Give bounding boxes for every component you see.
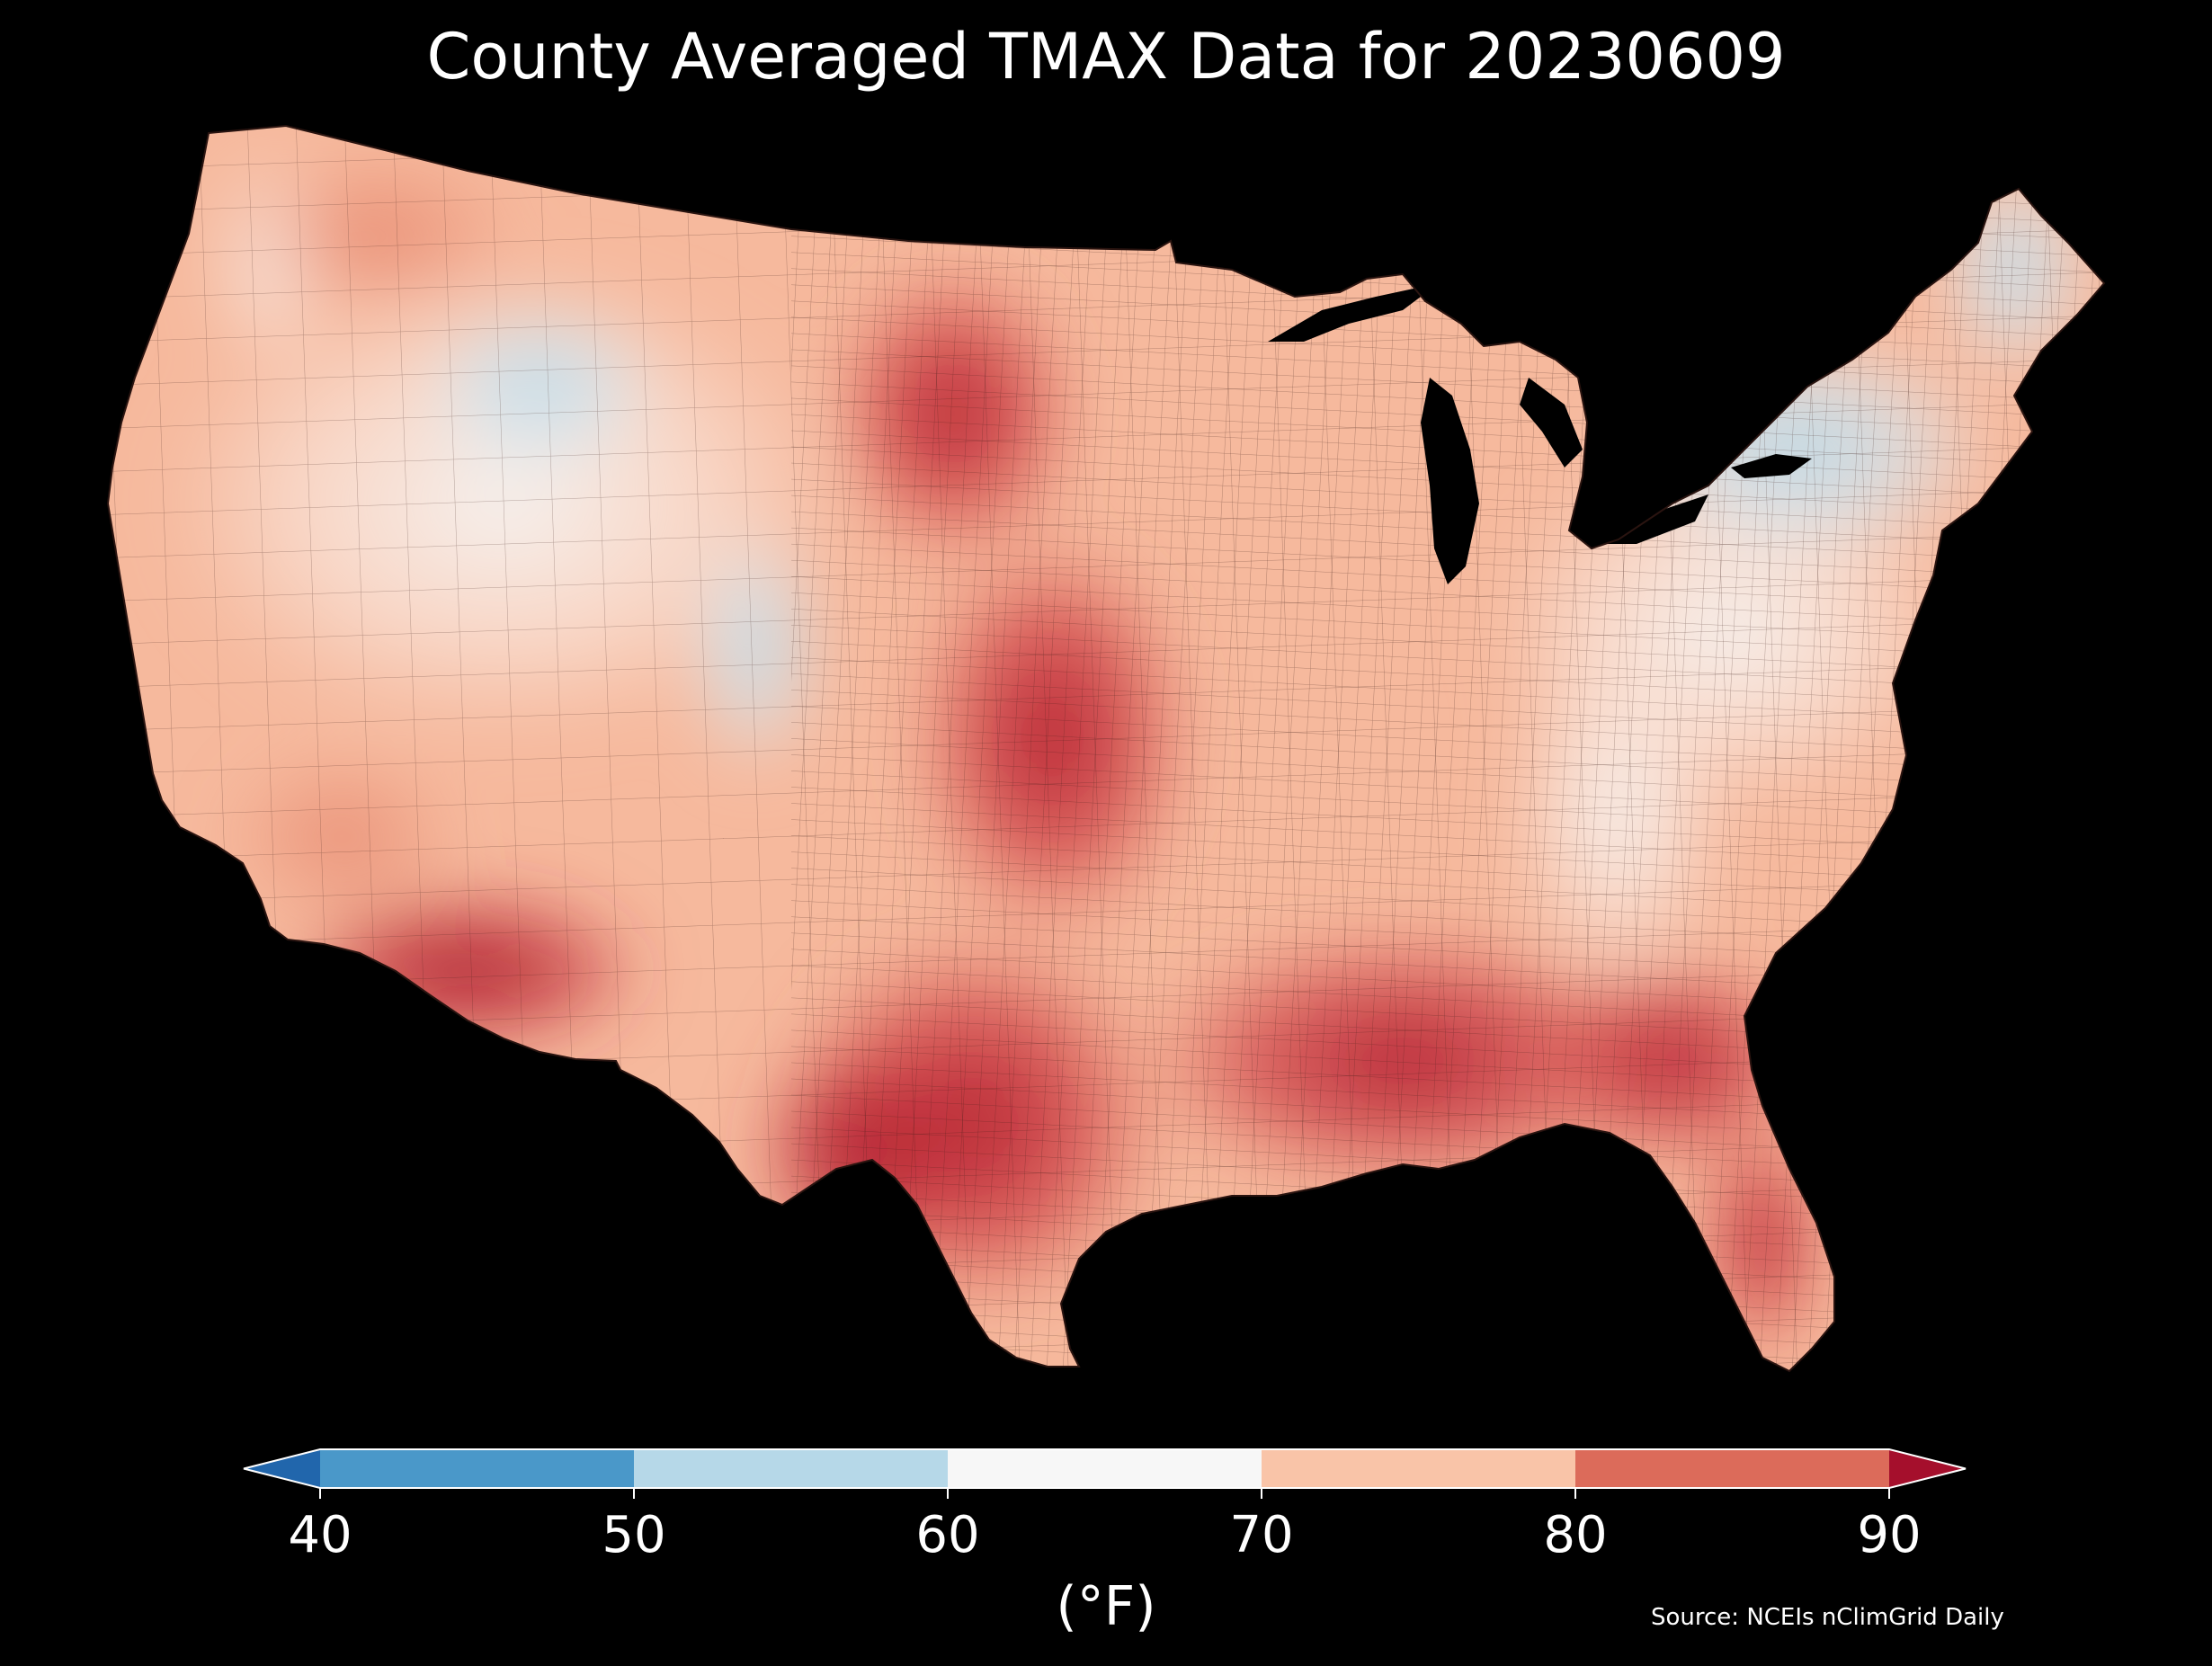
- colorbar-tick-70: 70: [1229, 1506, 1294, 1564]
- lake-huron: [1520, 378, 1583, 468]
- colorbar: [243, 1448, 1967, 1499]
- source-note: Source: NCEIs nClimGrid Daily: [1651, 1604, 2004, 1631]
- colorbar-tick-50: 50: [602, 1506, 666, 1564]
- colorbar-bin-40-50: [320, 1449, 634, 1488]
- colorbar-bin-50-60: [634, 1449, 948, 1488]
- colorbar-tick-90: 90: [1857, 1506, 1922, 1564]
- map-title: County Averaged TMAX Data for 20230609: [426, 20, 1786, 94]
- colorbar-tick-80: 80: [1543, 1506, 1608, 1564]
- colorbar-tick-40: 40: [288, 1506, 352, 1564]
- lake-michigan: [1421, 378, 1479, 584]
- lake-erie: [1596, 494, 1708, 544]
- lake-superior: [1268, 283, 1439, 342]
- colorbar-bin-70-80: [1262, 1449, 1575, 1488]
- lake-ontario: [1731, 454, 1812, 478]
- colorbar-bin-60-70: [948, 1449, 1262, 1488]
- colorbar-extend-over: [1889, 1449, 1966, 1488]
- colorbar-unit-label: (°F): [1056, 1575, 1156, 1638]
- great-lakes: [1268, 283, 1812, 584]
- conus-temperature-field: [108, 126, 2104, 1371]
- colorbar-extend-under: [244, 1449, 320, 1488]
- colorbar-bin-80-90: [1575, 1449, 1889, 1488]
- colorbar-tick-60: 60: [915, 1506, 980, 1564]
